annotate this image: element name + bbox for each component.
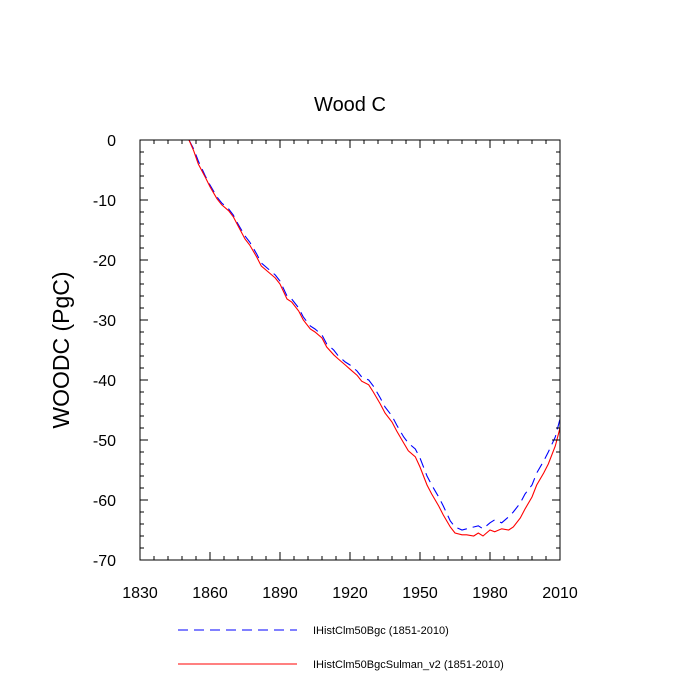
- y-tick-label: -60: [93, 493, 116, 510]
- y-tick-label: -40: [93, 373, 116, 390]
- legend-label-1: IHistClm50Bgc (1851-2010): [313, 625, 449, 637]
- legend: IHistClm50Bgc (1851-2010) IHistClm50BgcSu…: [178, 625, 504, 671]
- y-axis-label: WOODC (PgC): [48, 271, 74, 428]
- y-tick-label: -30: [93, 313, 116, 330]
- y-tick-label: -10: [93, 193, 116, 210]
- y-tick-label: -50: [93, 433, 116, 450]
- plot-frame: [139, 139, 561, 561]
- x-tick-label: 1860: [192, 585, 228, 602]
- x-tick-label: 2010: [542, 585, 578, 602]
- series-line-1: [188, 139, 561, 531]
- y-tick-label: 0: [107, 133, 116, 150]
- chart-title: Wood C: [314, 94, 386, 116]
- ticks-layer: 1830 1860 1890 1920 1950 1980 2010 0 -10 -20 -30 -4…: [93, 133, 578, 602]
- series-layer: [188, 139, 561, 537]
- legend-label-2: IHistClm50BgcSulman_v2 (1851-2010): [313, 659, 504, 671]
- x-tick-label: 1950: [402, 585, 438, 602]
- y-tick-label: -20: [93, 253, 116, 270]
- x-tick-label: 1830: [122, 585, 158, 602]
- x-tick-label: 1980: [472, 585, 508, 602]
- x-tick-label: 1890: [262, 585, 298, 602]
- y-tick-label: -70: [93, 553, 116, 570]
- series-line-2: [188, 139, 561, 537]
- x-tick-label: 1920: [332, 585, 368, 602]
